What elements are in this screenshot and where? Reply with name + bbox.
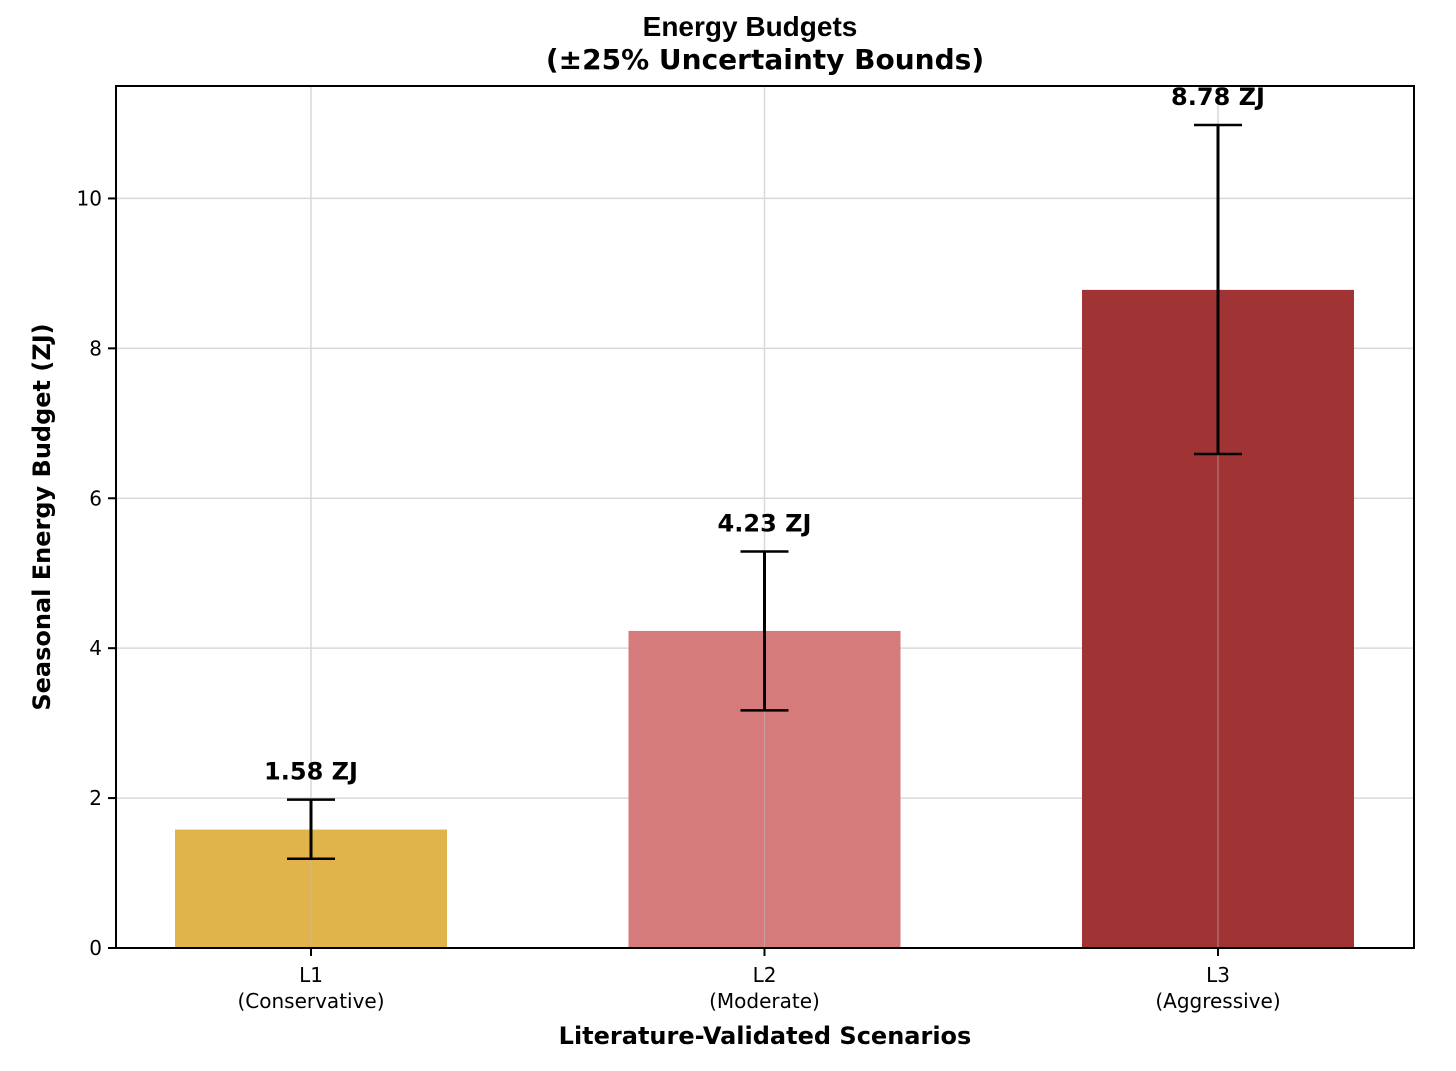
y-axis: 0 2 4 6 8 10 [77, 186, 116, 960]
y-axis-label: Seasonal Energy Budget (ZJ) [28, 323, 56, 710]
x-tick-label: L3 (Aggressive) [1155, 963, 1280, 1013]
x-tick-label: L1 (Conservative) [237, 963, 384, 1013]
chart-subtitle: (±25% Uncertainty Bounds) [546, 43, 984, 76]
chart-title: Energy Budgets [643, 11, 858, 42]
y-tick-label: 0 [89, 936, 102, 960]
data-label: 1.58 ZJ [264, 758, 358, 786]
data-label: 8.78 ZJ [1171, 83, 1265, 111]
y-tick-label: 2 [89, 786, 102, 810]
y-tick-label: 6 [89, 486, 102, 510]
data-labels: 1.58 ZJ 4.23 ZJ 8.78 ZJ [264, 83, 1265, 786]
y-tick-label: 8 [89, 336, 102, 360]
y-tick-label: 10 [77, 186, 102, 210]
x-axis-label: Literature-Validated Scenarios [559, 1022, 972, 1050]
y-tick-label: 4 [89, 636, 102, 660]
data-label: 4.23 ZJ [718, 509, 812, 537]
error-bars [287, 123, 1242, 861]
x-axis: L1 (Conservative) L2 (Moderate) L3 (Aggressiv… [237, 948, 1281, 1013]
x-tick-label: L2 (Moderate) [709, 963, 820, 1013]
